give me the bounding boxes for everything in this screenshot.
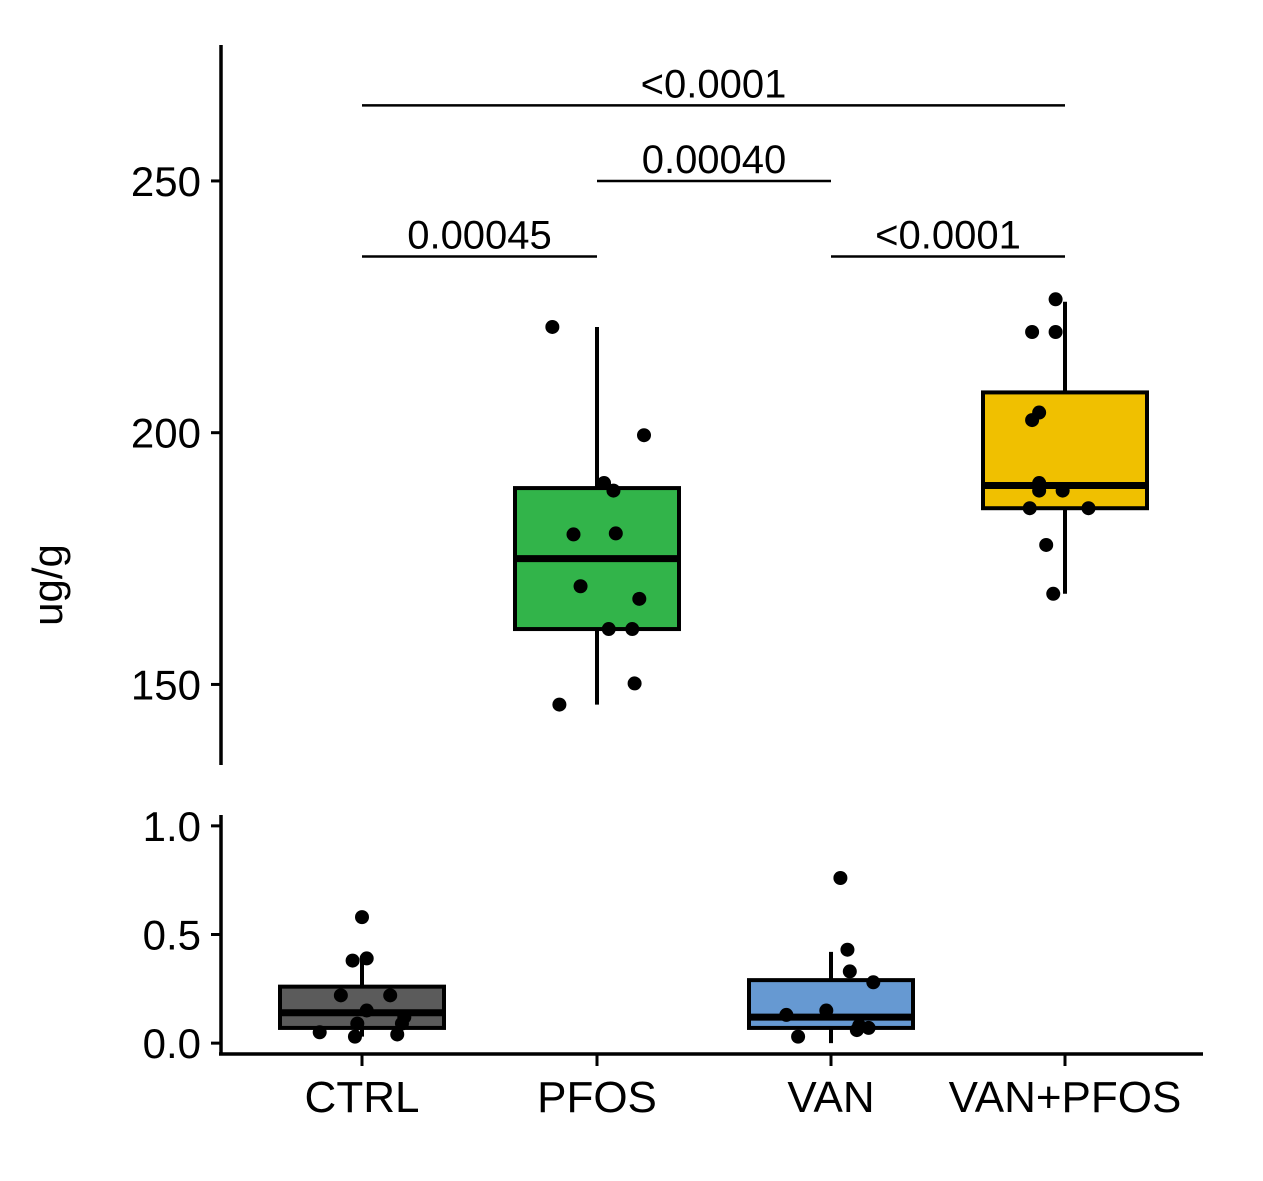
data-point	[347, 1029, 362, 1044]
y-tick-label: 0.5	[143, 912, 201, 959]
data-point	[355, 910, 369, 925]
data-point	[608, 526, 623, 541]
y-tick-label: 1.0	[143, 803, 201, 850]
data-point	[842, 964, 857, 979]
y-tick-label: 0.0	[143, 1020, 201, 1067]
p-value-label: <0.0001	[875, 213, 1021, 257]
data-point	[627, 676, 642, 691]
p-value-label: 0.00040	[642, 138, 787, 182]
y-tick-label: 250	[131, 158, 201, 205]
data-point	[601, 622, 616, 637]
significance-layer: 0.00045 0.00040 <0.0001 <0.0001	[362, 62, 1065, 258]
data-point	[573, 579, 588, 594]
y-tick-label: 150	[131, 661, 201, 708]
data-point	[359, 951, 374, 966]
y-axis-label: ug/g	[24, 544, 71, 626]
data-point	[394, 1016, 409, 1031]
data-point	[1022, 501, 1037, 516]
data-point	[333, 988, 348, 1003]
data-point	[849, 1023, 864, 1038]
axes-layer: 150 200 250 0.0 0.5 1.0 CTRL PFOS VAN VAN+PFOS	[131, 45, 1203, 1122]
data-point	[637, 428, 651, 443]
data-point	[552, 697, 567, 712]
data-point	[1025, 324, 1040, 339]
data-point	[359, 1003, 374, 1018]
boxes-layer	[278, 301, 1149, 1044]
data-point	[1055, 483, 1070, 498]
data-point	[625, 622, 640, 637]
data-point	[1048, 324, 1063, 339]
x-tick-label: CTRL	[305, 1073, 420, 1122]
data-point	[390, 1027, 405, 1042]
data-point	[566, 527, 581, 542]
data-point	[1032, 483, 1047, 498]
data-point	[833, 871, 848, 886]
data-point	[779, 1007, 794, 1022]
data-point	[632, 591, 647, 606]
data-point	[1039, 537, 1054, 552]
x-tick-label: VAN	[787, 1073, 874, 1122]
labels-layer: ug/g	[24, 544, 71, 626]
data-point	[350, 1016, 365, 1031]
data-point	[597, 476, 612, 491]
p-value-label: <0.0001	[641, 62, 787, 106]
data-point	[819, 1003, 834, 1018]
data-point	[606, 483, 621, 498]
points-layer	[312, 292, 1096, 1044]
data-point	[861, 1020, 876, 1035]
data-point	[840, 942, 855, 957]
data-point	[345, 953, 360, 968]
x-tick-label: VAN+PFOS	[949, 1073, 1182, 1122]
y-tick-label: 200	[131, 410, 201, 457]
data-point	[866, 975, 881, 990]
p-value-label: 0.00045	[407, 213, 552, 257]
data-point	[545, 319, 560, 334]
x-tick-label: PFOS	[537, 1073, 657, 1122]
data-point	[1081, 501, 1096, 516]
data-point	[791, 1029, 806, 1044]
data-point	[1046, 586, 1061, 601]
data-point	[1048, 292, 1063, 307]
data-point	[383, 988, 398, 1003]
box-van	[747, 978, 915, 1030]
data-point	[312, 1025, 327, 1040]
data-point	[1025, 413, 1040, 428]
